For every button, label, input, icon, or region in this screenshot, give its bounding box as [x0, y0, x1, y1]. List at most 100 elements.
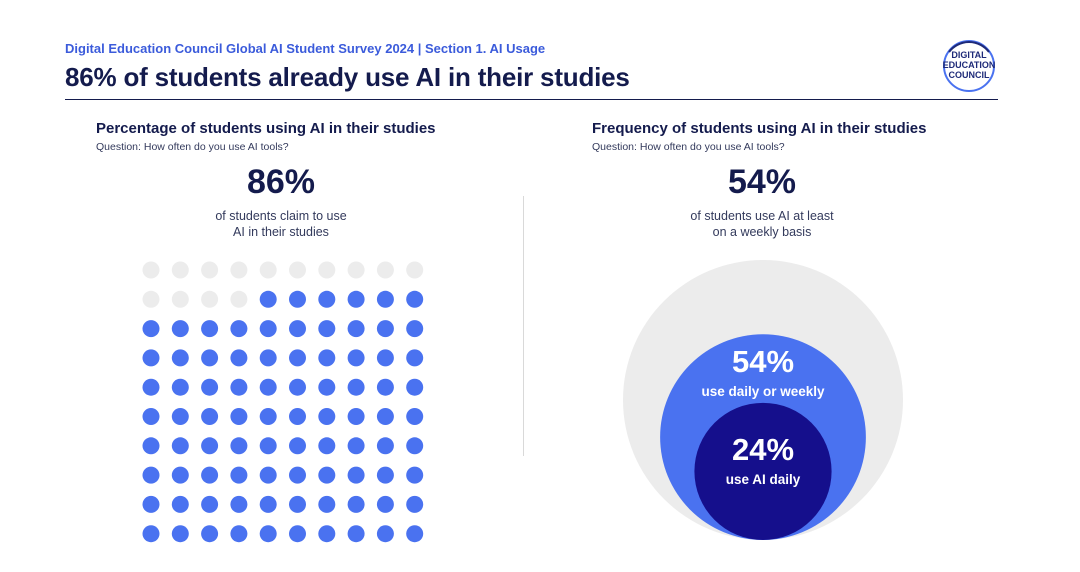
waffle-dot-filled	[289, 378, 306, 396]
left-big-value: 86%	[246, 163, 316, 201]
waffle-dot-filled	[406, 525, 424, 543]
waffle-dot-empty	[376, 261, 394, 279]
waffle-dot-filled	[259, 320, 277, 338]
waffle-dot-empty	[171, 290, 189, 308]
panel-divider	[523, 196, 524, 456]
waffle-dot-filled	[201, 525, 219, 543]
waffle-dot-filled	[230, 437, 248, 455]
waffle-dot-empty	[230, 290, 248, 308]
left-caption: of students claim to use AI in their stu…	[181, 208, 381, 240]
council-logo: DIGITAL EDUCATION COUNCIL	[939, 38, 999, 94]
right-panel-title: Frequency of students using AI in their …	[592, 120, 927, 137]
waffle-dot-filled	[259, 437, 277, 455]
header-rule	[65, 99, 998, 100]
left-panel-question: Question: How often do you use AI tools?	[96, 141, 289, 153]
waffle-dot-filled	[376, 349, 394, 367]
waffle-dot-filled	[230, 525, 248, 543]
waffle-dot-empty	[318, 261, 336, 279]
waffle-dot-filled	[289, 525, 306, 543]
waffle-dot-filled	[259, 378, 277, 396]
waffle-dot-filled	[142, 349, 160, 367]
waffle-dot-filled	[376, 320, 394, 338]
waffle-dot-filled	[406, 378, 424, 396]
waffle-dot-filled	[171, 408, 189, 425]
waffle-dot-filled	[376, 290, 394, 308]
waffle-dot-filled	[376, 378, 394, 396]
waffle-dot-filled	[259, 290, 277, 308]
waffle-dot-filled	[376, 408, 394, 425]
right-big-value: 54%	[727, 163, 797, 201]
right-caption-line: of students use AI at least	[690, 209, 834, 223]
waffle-dot-filled	[171, 437, 189, 455]
waffle-dot-filled	[171, 466, 189, 484]
waffle-dot-filled	[259, 495, 277, 513]
circle-daily	[694, 402, 832, 540]
waffle-dot-filled	[142, 320, 160, 338]
waffle-dot-filled	[171, 349, 189, 367]
waffle-dot-filled	[201, 349, 219, 367]
waffle-dot-empty	[142, 261, 160, 279]
waffle-dot-filled	[142, 466, 160, 484]
waffle-dot-filled	[318, 437, 336, 455]
waffle-dot-filled	[347, 378, 365, 396]
waffle-dot-filled	[259, 349, 277, 367]
waffle-dot-filled	[230, 408, 248, 425]
waffle-dot-filled	[406, 320, 424, 338]
waffle-dot-filled	[376, 525, 394, 543]
waffle-dot-filled	[230, 466, 248, 484]
waffle-dot-filled	[318, 495, 336, 513]
waffle-dot-empty	[259, 261, 277, 279]
waffle-dot-filled	[142, 495, 160, 513]
waffle-dot-filled	[406, 437, 424, 455]
waffle-dot-empty	[201, 290, 219, 308]
waffle-dot-filled	[230, 320, 248, 338]
daily-weekly-value-label: 54%	[732, 344, 794, 379]
waffle-dot-filled	[201, 437, 219, 455]
waffle-dot-empty	[230, 261, 248, 279]
waffle-dot-filled	[376, 437, 394, 455]
logo-line: EDUCATION	[942, 60, 996, 70]
logo-ring-icon	[943, 40, 995, 92]
waffle-dot-filled	[318, 378, 336, 396]
waffle-dot-filled	[347, 495, 365, 513]
waffle-dot-filled	[142, 378, 160, 396]
survey-kicker: Digital Education Council Global AI Stud…	[65, 41, 546, 56]
waffle-dot-filled	[318, 349, 336, 367]
waffle-dot-empty	[171, 261, 189, 279]
waffle-dot-filled	[406, 466, 424, 484]
waffle-dot-empty	[201, 261, 219, 279]
waffle-dot-empty	[347, 261, 365, 279]
waffle-dot-filled	[318, 320, 336, 338]
waffle-dot-filled	[201, 466, 219, 484]
waffle-dot-filled	[142, 525, 160, 543]
waffle-dot-filled	[347, 320, 365, 338]
waffle-dot-filled	[376, 495, 394, 513]
waffle-dot-filled	[406, 495, 424, 513]
waffle-dot-filled	[289, 320, 306, 338]
daily-text-label: use AI daily	[726, 472, 801, 487]
waffle-dot-filled	[406, 290, 424, 308]
right-caption-line: on a weekly basis	[712, 225, 812, 239]
waffle-dot-empty	[142, 290, 160, 308]
waffle-dot-filled	[289, 437, 306, 455]
waffle-dot-filled	[347, 437, 365, 455]
waffle-dot-filled	[289, 290, 306, 308]
waffle-dot-filled	[289, 495, 306, 513]
waffle-dot-filled	[318, 466, 336, 484]
waffle-dot-filled	[318, 408, 336, 425]
waffle-dot-filled	[259, 466, 277, 484]
left-caption-line: of students claim to use	[215, 209, 347, 223]
waffle-dot-filled	[171, 495, 189, 513]
waffle-dot-filled	[201, 495, 219, 513]
waffle-dot-filled	[289, 466, 306, 484]
waffle-dot-empty	[406, 261, 424, 279]
waffle-dot-filled	[289, 408, 306, 425]
waffle-dot-filled	[171, 320, 189, 338]
waffle-dot-filled	[142, 437, 160, 455]
waffle-dot-filled	[289, 349, 306, 367]
waffle-dot-filled	[406, 349, 424, 367]
waffle-dot-filled	[406, 408, 424, 425]
waffle-dot-filled	[230, 349, 248, 367]
waffle-dot-filled	[347, 466, 365, 484]
logo-wordmark: DIGITAL EDUCATION COUNCIL	[939, 50, 999, 80]
